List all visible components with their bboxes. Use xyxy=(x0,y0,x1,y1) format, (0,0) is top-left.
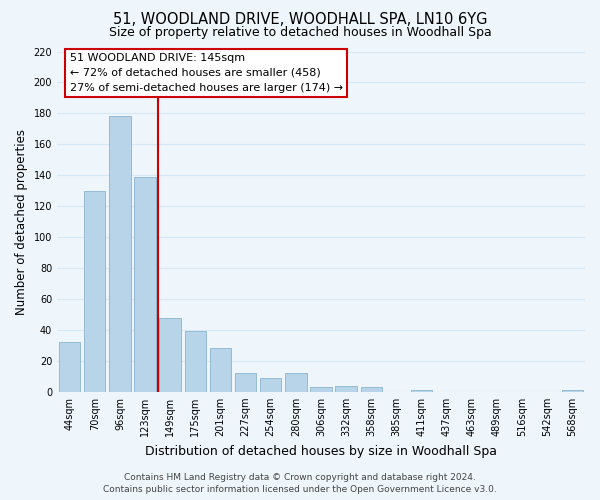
Bar xyxy=(361,387,382,392)
Bar xyxy=(160,318,181,392)
Bar xyxy=(84,190,106,392)
Bar xyxy=(260,378,281,392)
Bar xyxy=(59,342,80,392)
Bar xyxy=(134,177,156,392)
Bar xyxy=(210,348,231,392)
Text: Contains HM Land Registry data © Crown copyright and database right 2024.
Contai: Contains HM Land Registry data © Crown c… xyxy=(103,472,497,494)
Text: 51, WOODLAND DRIVE, WOODHALL SPA, LN10 6YG: 51, WOODLAND DRIVE, WOODHALL SPA, LN10 6… xyxy=(113,12,487,28)
Bar xyxy=(335,386,357,392)
Bar xyxy=(109,116,131,392)
Text: 51 WOODLAND DRIVE: 145sqm
← 72% of detached houses are smaller (458)
27% of semi: 51 WOODLAND DRIVE: 145sqm ← 72% of detac… xyxy=(70,53,343,92)
Bar xyxy=(185,332,206,392)
Y-axis label: Number of detached properties: Number of detached properties xyxy=(15,128,28,314)
Bar xyxy=(310,387,332,392)
Bar xyxy=(235,373,256,392)
Bar xyxy=(562,390,583,392)
Bar xyxy=(411,390,432,392)
X-axis label: Distribution of detached houses by size in Woodhall Spa: Distribution of detached houses by size … xyxy=(145,444,497,458)
Bar xyxy=(285,373,307,392)
Text: Size of property relative to detached houses in Woodhall Spa: Size of property relative to detached ho… xyxy=(109,26,491,39)
